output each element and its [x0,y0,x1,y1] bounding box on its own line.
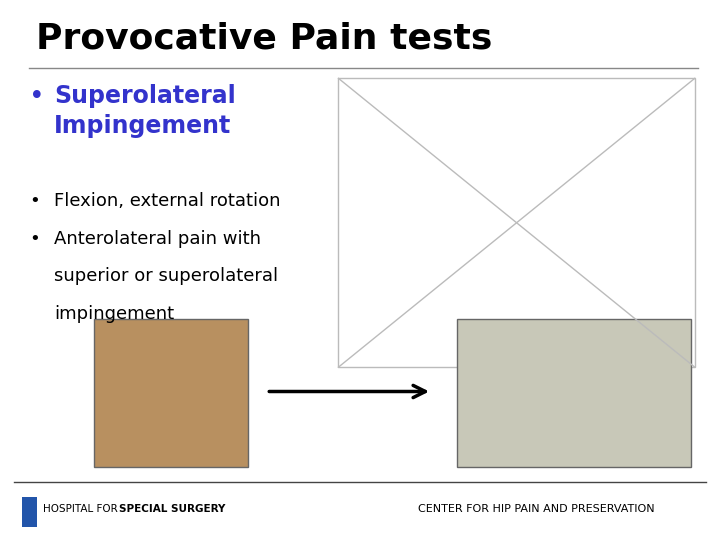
Text: •: • [29,84,45,110]
Text: Flexion, external rotation: Flexion, external rotation [54,192,281,210]
Bar [94,319,248,467]
Text: Anterolateral pain with: Anterolateral pain with [54,230,261,247]
Bar [457,319,691,467]
Text: Superolateral
Impingement: Superolateral Impingement [54,84,235,138]
Text: superior or superolateral: superior or superolateral [54,267,278,285]
Text: HOSPITAL FOR: HOSPITAL FOR [43,504,121,514]
Text: Provocative Pain tests: Provocative Pain tests [36,22,492,56]
Text: SPECIAL SURGERY: SPECIAL SURGERY [119,504,225,514]
Bar [338,78,695,367]
Text: •: • [29,192,40,210]
Bar [22,497,37,526]
Text: •: • [29,230,40,247]
Text: CENTER FOR HIP PAIN AND PRESERVATION: CENTER FOR HIP PAIN AND PRESERVATION [418,504,654,514]
Text: impingement: impingement [54,305,174,323]
